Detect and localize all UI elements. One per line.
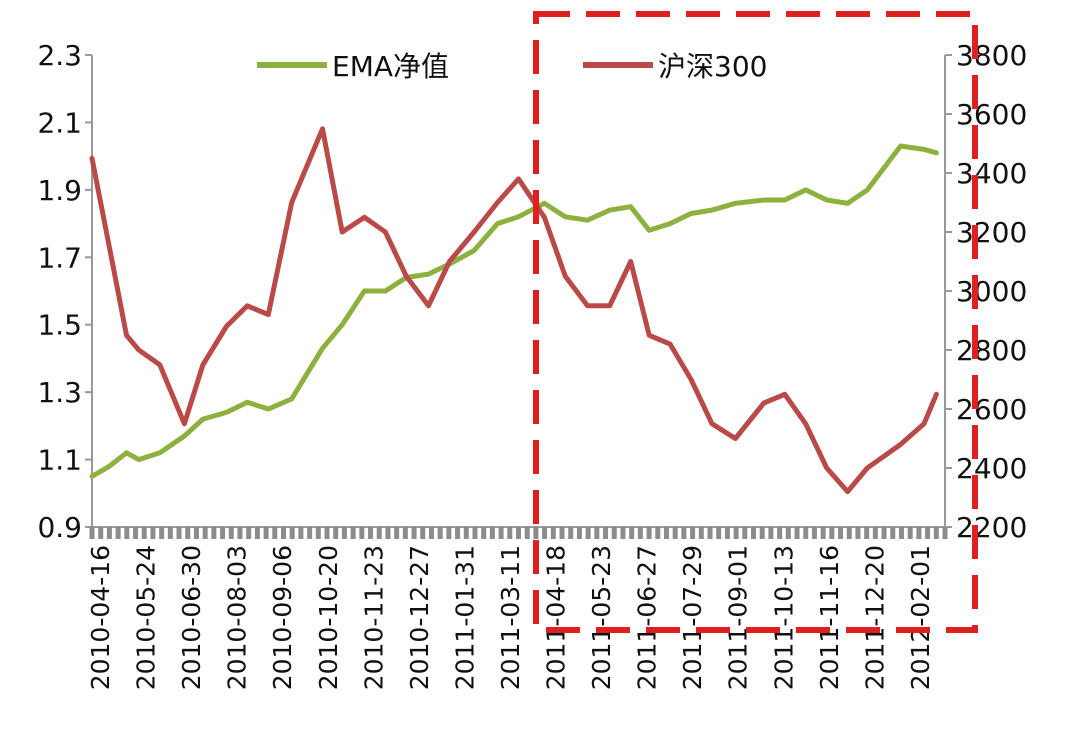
right-tick-label: 3200 <box>956 216 1027 249</box>
right-y-axis: 3800 3600 3400 3200 3000 2800 2600 2400 2200 <box>944 39 1027 544</box>
right-tick-label: 2800 <box>956 334 1027 367</box>
x-tick-label: 2010-05-24 <box>132 545 161 690</box>
x-tick-label: 2011-09-01 <box>724 545 753 690</box>
x-tick-label: 2011-06-27 <box>633 545 662 690</box>
right-tick-label: 2200 <box>956 511 1027 544</box>
x-tick-label: 2012-02-01 <box>906 545 935 690</box>
right-tick-label: 3400 <box>956 157 1027 190</box>
right-tick-label: 3000 <box>956 275 1027 308</box>
x-tick-label: 2011-10-13 <box>769 545 798 690</box>
legend-label-ema: EMA净值 <box>332 50 449 83</box>
x-axis: 2010-04-16 2010-05-24 2010-06-30 2010-08-03… <box>86 526 948 690</box>
x-tick-label: 2010-06-30 <box>177 545 206 690</box>
x-tick-label: 2011-07-29 <box>678 545 707 690</box>
legend-item-hs300: 沪深300 <box>583 50 767 83</box>
left-tick-label: 1.9 <box>37 174 82 207</box>
x-tick-label: 2010-09-06 <box>268 545 297 690</box>
series-line-hs300 <box>89 126 939 495</box>
left-tick-label: 1.3 <box>37 376 82 409</box>
x-tick-label: 2010-10-20 <box>314 545 343 690</box>
left-y-axis: 2.3 2.1 1.9 1.7 1.5 1.3 1.1 0.9 <box>37 39 93 544</box>
legend-item-ema: EMA净值 <box>257 50 449 83</box>
x-tick-label: 2011-11-16 <box>815 545 844 690</box>
x-tick-label: 2010-12-27 <box>405 545 434 690</box>
left-tick-label: 0.9 <box>37 511 82 544</box>
x-tick-label: 2011-03-11 <box>496 545 525 690</box>
series-line-ema <box>89 143 939 479</box>
highlight-dashed-box <box>533 11 978 633</box>
left-tick-label: 2.1 <box>37 106 82 139</box>
x-tick-label: 2010-04-16 <box>86 545 115 690</box>
right-tick-label: 3600 <box>956 98 1027 131</box>
x-tick-label: 2010-11-23 <box>359 545 388 690</box>
x-tick-label: 2010-08-03 <box>223 545 252 690</box>
right-tick-label: 3800 <box>956 39 1027 72</box>
x-tick-label: 2011-01-31 <box>450 545 479 690</box>
x-tick-label: 2011-04-18 <box>542 545 571 690</box>
left-tick-label: 1.7 <box>37 241 82 274</box>
x-tick-label: 2011-12-20 <box>860 545 889 690</box>
legend: EMA净值 沪深300 <box>257 50 767 83</box>
x-tick-label: 2011-05-23 <box>587 545 616 690</box>
left-tick-label: 1.5 <box>37 309 82 342</box>
legend-label-hs300: 沪深300 <box>658 50 767 83</box>
left-tick-label: 2.3 <box>37 39 82 72</box>
right-tick-label: 2400 <box>956 452 1027 485</box>
series-layer <box>89 126 939 495</box>
right-tick-label: 2600 <box>956 393 1027 426</box>
left-tick-label: 1.1 <box>37 444 82 477</box>
